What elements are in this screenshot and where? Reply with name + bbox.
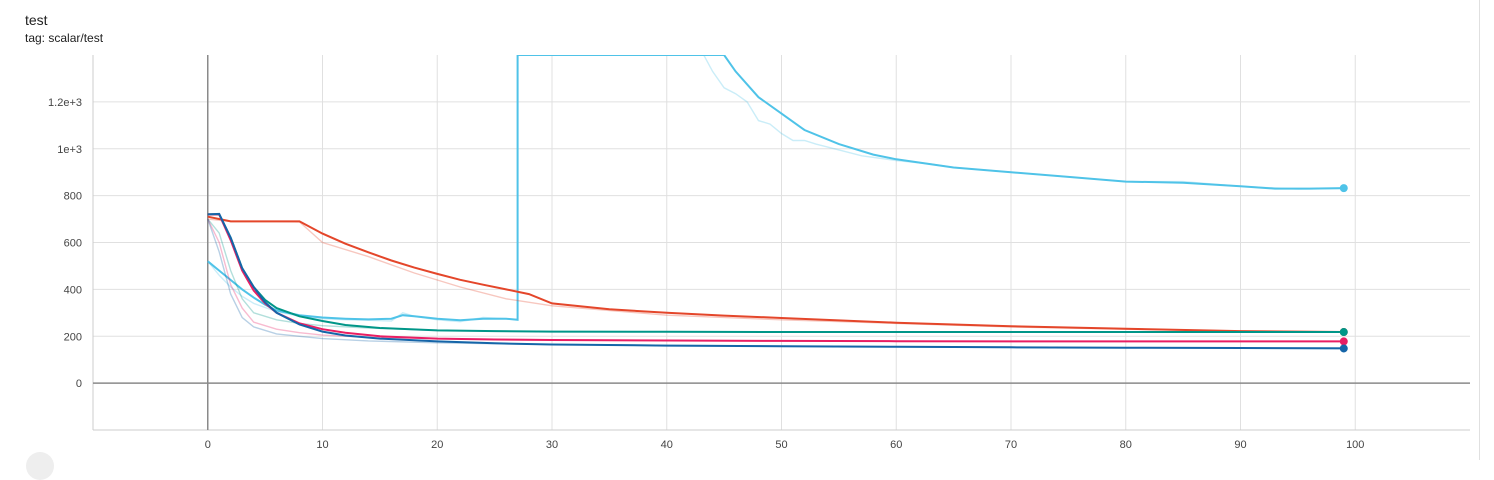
series-raw-line — [702, 55, 1344, 190]
series-raw-line — [207, 218, 1344, 333]
series-line — [207, 55, 1344, 322]
y-tick-label: 0 — [76, 378, 82, 390]
x-tick-label: 30 — [546, 439, 558, 451]
x-tick-label: 40 — [661, 439, 673, 451]
x-tick-label: 80 — [1120, 439, 1132, 451]
x-tick-label: 90 — [1234, 439, 1246, 451]
chart-series — [207, 55, 1348, 353]
series-raw-line — [207, 218, 1344, 333]
expand-button[interactable] — [26, 452, 54, 480]
series-line — [207, 213, 1344, 343]
line-chart[interactable]: 0 10 20 30 40 50 60 70 80 90 100 0 200 400 600 800 1e+3 1… — [0, 0, 1494, 460]
chart-axes — [92, 55, 1470, 431]
series-end-marker — [1339, 328, 1348, 337]
y-tick-label: 800 — [64, 191, 82, 203]
chart-grid — [93, 55, 1470, 430]
x-tick-label: 100 — [1346, 439, 1364, 451]
series-line — [207, 213, 1344, 333]
chart-title: test — [25, 12, 48, 28]
series-end-marker — [1339, 344, 1348, 353]
series-line — [207, 212, 1344, 350]
series-raw-line — [207, 218, 1344, 343]
series-line — [207, 215, 1344, 333]
x-tick-label: 0 — [205, 439, 211, 451]
card-divider — [1479, 0, 1480, 460]
y-tick-label: 1.2e+3 — [48, 97, 82, 109]
series-end-marker — [1339, 337, 1348, 346]
chart-tick-labels: 0 10 20 30 40 50 60 70 80 90 100 0 200 400 600 800 1e+3 1… — [48, 97, 1364, 451]
x-tick-label: 20 — [431, 439, 443, 451]
y-tick-label: 1e+3 — [57, 144, 82, 156]
x-tick-label: 50 — [775, 439, 787, 451]
chart-tag: tag: scalar/test — [25, 31, 104, 45]
y-tick-label: 400 — [64, 284, 82, 296]
series-end-marker — [1339, 184, 1348, 193]
y-tick-label: 200 — [64, 331, 82, 343]
x-tick-label: 10 — [316, 439, 328, 451]
x-tick-label: 60 — [890, 439, 902, 451]
x-tick-label: 70 — [1005, 439, 1017, 451]
y-tick-label: 600 — [64, 238, 82, 250]
